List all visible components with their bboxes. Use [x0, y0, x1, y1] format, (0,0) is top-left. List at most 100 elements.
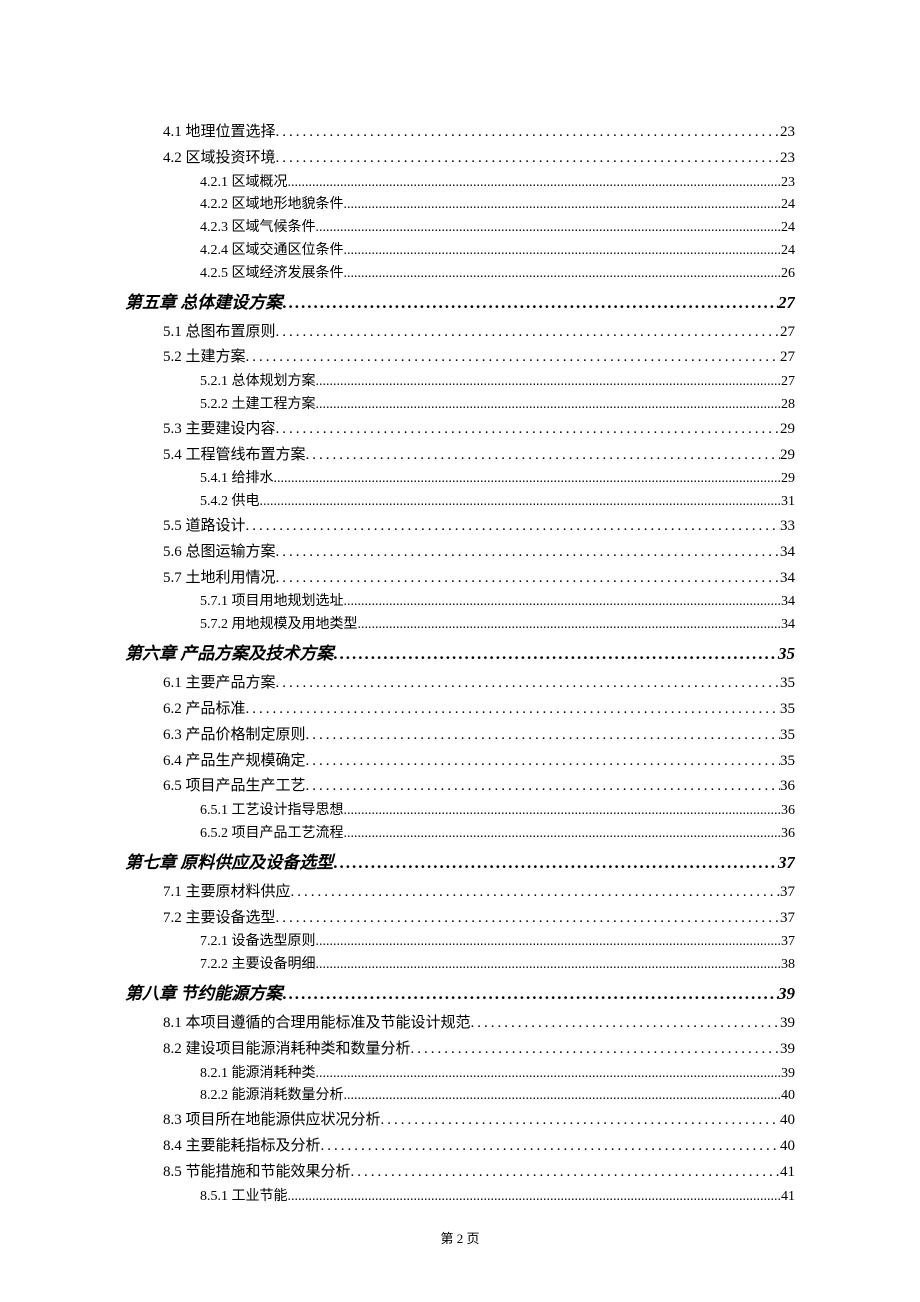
toc-entry-page: 33 — [780, 514, 795, 540]
toc-entry-text: 8.3 项目所在地能源供应状况分析 — [163, 1108, 381, 1134]
toc-entry-text: 5.7.1 项目用地规划选址 — [200, 591, 344, 614]
toc-entry-section: 8.3 项目所在地能源供应状况分析 40 — [163, 1108, 795, 1134]
toc-entry-subsection: 4.2.2 区域地形地貌条件24 — [200, 194, 795, 217]
toc-dots — [344, 823, 782, 846]
toc-dots — [260, 491, 782, 514]
toc-dots — [344, 1085, 782, 1108]
toc-dots — [306, 749, 780, 775]
toc-entry-text: 8.2 建设项目能源消耗种类和数量分析 — [163, 1037, 411, 1063]
toc-entry-page: 31 — [781, 491, 795, 514]
toc-entry-subsection: 4.2.5 区域经济发展条件26 — [200, 263, 795, 286]
toc-entry-page: 40 — [780, 1108, 795, 1134]
toc-entry-text: 第七章 原料供应及设备选型 — [125, 846, 333, 880]
toc-entry-page: 36 — [781, 800, 795, 823]
toc-dots — [276, 120, 780, 146]
toc-entry-text: 4.2.3 区域气候条件 — [200, 217, 316, 240]
toc-entry-subsection: 4.2.3 区域气候条件 24 — [200, 217, 795, 240]
toc-entry-page: 23 — [781, 172, 795, 195]
toc-content: 4.1 地理位置选择234.2 区域投资环境234.2.1 区域概况234.2.… — [0, 0, 920, 1268]
toc-entry-text: 4.2.2 区域地形地貌条件 — [200, 194, 344, 217]
toc-dots — [306, 443, 780, 469]
toc-entry-section: 8.1 本项目遵循的合理用能标准及节能设计规范39 — [163, 1011, 795, 1037]
toc-entry-section: 5.2 土建方案27 — [163, 345, 795, 371]
toc-dots — [351, 1160, 780, 1186]
toc-entry-page: 40 — [780, 1134, 795, 1160]
toc-entry-text: 第五章 总体建设方案 — [125, 286, 282, 320]
toc-dots — [282, 286, 778, 320]
toc-entry-text: 4.2.1 区域概况 — [200, 172, 288, 195]
toc-entry-section: 5.6 总图运输方案34 — [163, 540, 795, 566]
toc-entry-section: 5.5 道路设计 33 — [163, 514, 795, 540]
toc-entry-section: 7.2 主要设备选型 37 — [163, 906, 795, 932]
toc-dots — [316, 217, 782, 240]
toc-entry-text: 5.4.1 给排水 — [200, 468, 274, 491]
toc-entry-section: 6.1 主要产品方案35 — [163, 671, 795, 697]
toc-entry-subsection: 7.2.1 设备选型原则37 — [200, 931, 795, 954]
toc-entry-page: 27 — [778, 286, 795, 320]
toc-dots — [344, 194, 782, 217]
toc-entry-page: 29 — [780, 443, 795, 469]
toc-dots — [276, 146, 780, 172]
toc-entry-text: 6.2 产品标准 — [163, 697, 246, 723]
toc-entry-page: 37 — [781, 931, 795, 954]
toc-entry-section: 5.3 主要建设内容29 — [163, 417, 795, 443]
toc-entry-section: 6.4 产品生产规模确定35 — [163, 749, 795, 775]
toc-entry-subsection: 6.5.1 工艺设计指导思想 36 — [200, 800, 795, 823]
toc-entry-subsection: 8.2.2 能源消耗数量分析40 — [200, 1085, 795, 1108]
toc-entry-page: 26 — [781, 263, 795, 286]
toc-entry-page: 27 — [781, 371, 795, 394]
toc-dots — [276, 566, 780, 592]
toc-dots — [276, 671, 780, 697]
toc-entry-text: 5.7 土地利用情况 — [163, 566, 276, 592]
toc-entry-page: 37 — [780, 906, 795, 932]
toc-entry-chapter: 第五章 总体建设方案 27 — [125, 286, 795, 320]
toc-dots — [291, 880, 780, 906]
toc-entry-page: 41 — [781, 1186, 795, 1209]
toc-entry-page: 24 — [781, 217, 795, 240]
toc-entry-page: 35 — [780, 723, 795, 749]
toc-dots — [288, 1186, 782, 1209]
toc-dots — [316, 931, 782, 954]
toc-entry-text: 4.2.4 区域交通区位条件 — [200, 240, 344, 263]
toc-entry-text: 5.5 道路设计 — [163, 514, 246, 540]
toc-dots — [246, 697, 780, 723]
toc-entry-section: 8.5 节能措施和节能效果分析41 — [163, 1160, 795, 1186]
toc-entry-page: 39 — [781, 1063, 795, 1086]
toc-entry-text: 7.2.2 主要设备明细 — [200, 954, 316, 977]
page-footer: 第 2 页 — [0, 1228, 920, 1247]
toc-entry-text: 5.4.2 供电 — [200, 491, 260, 514]
toc-entry-subsection: 4.2.4 区域交通区位条件24 — [200, 240, 795, 263]
toc-entry-text: 8.2.1 能源消耗种类 — [200, 1063, 316, 1086]
toc-entry-section: 4.2 区域投资环境23 — [163, 146, 795, 172]
toc-entry-page: 34 — [780, 566, 795, 592]
toc-entry-text: 8.2.2 能源消耗数量分析 — [200, 1085, 344, 1108]
toc-dots — [381, 1108, 780, 1134]
toc-entry-section: 5.4 工程管线布置方案29 — [163, 443, 795, 469]
toc-entry-page: 29 — [781, 468, 795, 491]
toc-entry-page: 34 — [781, 614, 795, 637]
toc-entry-section: 8.4 主要能耗指标及分析40 — [163, 1134, 795, 1160]
toc-entry-text: 6.5.1 工艺设计指导思想 — [200, 800, 344, 823]
toc-entry-text: 7.2 主要设备选型 — [163, 906, 276, 932]
toc-entry-page: 23 — [780, 120, 795, 146]
toc-dots — [321, 1134, 780, 1160]
toc-entry-page: 41 — [780, 1160, 795, 1186]
toc-dots — [276, 906, 780, 932]
toc-entry-text: 6.5.2 项目产品工艺流程 — [200, 823, 344, 846]
toc-entry-chapter: 第七章 原料供应及设备选型37 — [125, 846, 795, 880]
toc-dots — [471, 1011, 780, 1037]
toc-entry-subsection: 5.4.2 供电 31 — [200, 491, 795, 514]
toc-entry-section: 6.2 产品标准 35 — [163, 697, 795, 723]
toc-entry-section: 6.3 产品价格制定原则35 — [163, 723, 795, 749]
toc-entry-page: 35 — [780, 697, 795, 723]
toc-dots — [288, 172, 782, 195]
toc-entry-page: 39 — [778, 977, 795, 1011]
toc-entry-page: 39 — [780, 1011, 795, 1037]
toc-dots — [316, 394, 782, 417]
toc-dots — [276, 540, 780, 566]
toc-entry-subsection: 6.5.2 项目产品工艺流程36 — [200, 823, 795, 846]
toc-entry-section: 5.7 土地利用情况 34 — [163, 566, 795, 592]
toc-entry-section: 4.1 地理位置选择23 — [163, 120, 795, 146]
toc-entry-text: 4.2 区域投资环境 — [163, 146, 276, 172]
toc-entry-subsection: 5.7.1 项目用地规划选址34 — [200, 591, 795, 614]
